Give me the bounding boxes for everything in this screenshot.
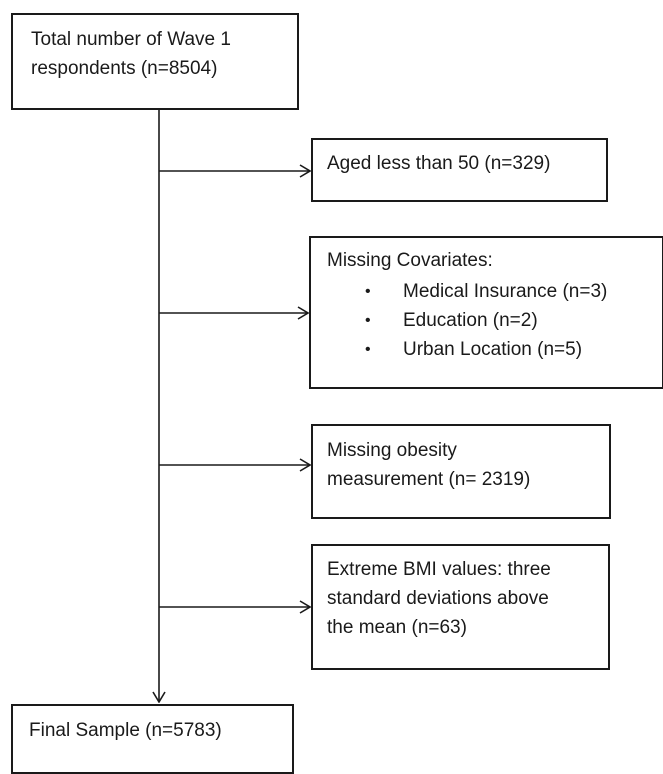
box-text-line: Total number of Wave 1 (31, 29, 231, 50)
box-text-line: respondents (n=8504) (31, 58, 218, 79)
list-item-label: Medical Insurance (n=3) (403, 281, 608, 302)
box-text-line: the mean (n=63) (327, 617, 467, 638)
extreme-bmi-exclusion-box: Extreme BMI values: three standard devia… (311, 544, 610, 670)
final-sample-box: Final Sample (n=5783) (11, 704, 294, 774)
list-item-label: Education (n=2) (403, 310, 538, 331)
list-item: • Medical Insurance (n=3) (327, 277, 662, 306)
box-text-line: Aged less than 50 (n=329) (327, 153, 551, 174)
total-respondents-box: Total number of Wave 1 respondents (n=85… (11, 13, 299, 110)
aged-under-50-exclusion-box: Aged less than 50 (n=329) (311, 138, 608, 202)
box-text-line: measurement (n= 2319) (327, 469, 531, 490)
bullet-icon: • (365, 283, 371, 300)
missing-covariates-exclusion-box: Missing Covariates: • Medical Insurance … (309, 236, 663, 389)
box-text-line: Extreme BMI values: three (327, 559, 551, 580)
list-item-label: Urban Location (n=5) (403, 339, 583, 360)
bullet-icon: • (365, 312, 371, 329)
box-text-line: Final Sample (n=5783) (29, 720, 222, 741)
box-text-line: Missing obesity (327, 440, 457, 461)
box-text-line: standard deviations above (327, 588, 549, 609)
missing-obesity-exclusion-box: Missing obesity measurement (n= 2319) (311, 424, 611, 519)
covariates-list: • Medical Insurance (n=3) • Education (n… (327, 277, 662, 364)
bullet-icon: • (365, 341, 371, 358)
covariates-heading: Missing Covariates: (327, 250, 493, 271)
list-item: • Urban Location (n=5) (327, 335, 662, 364)
list-item: • Education (n=2) (327, 306, 662, 335)
